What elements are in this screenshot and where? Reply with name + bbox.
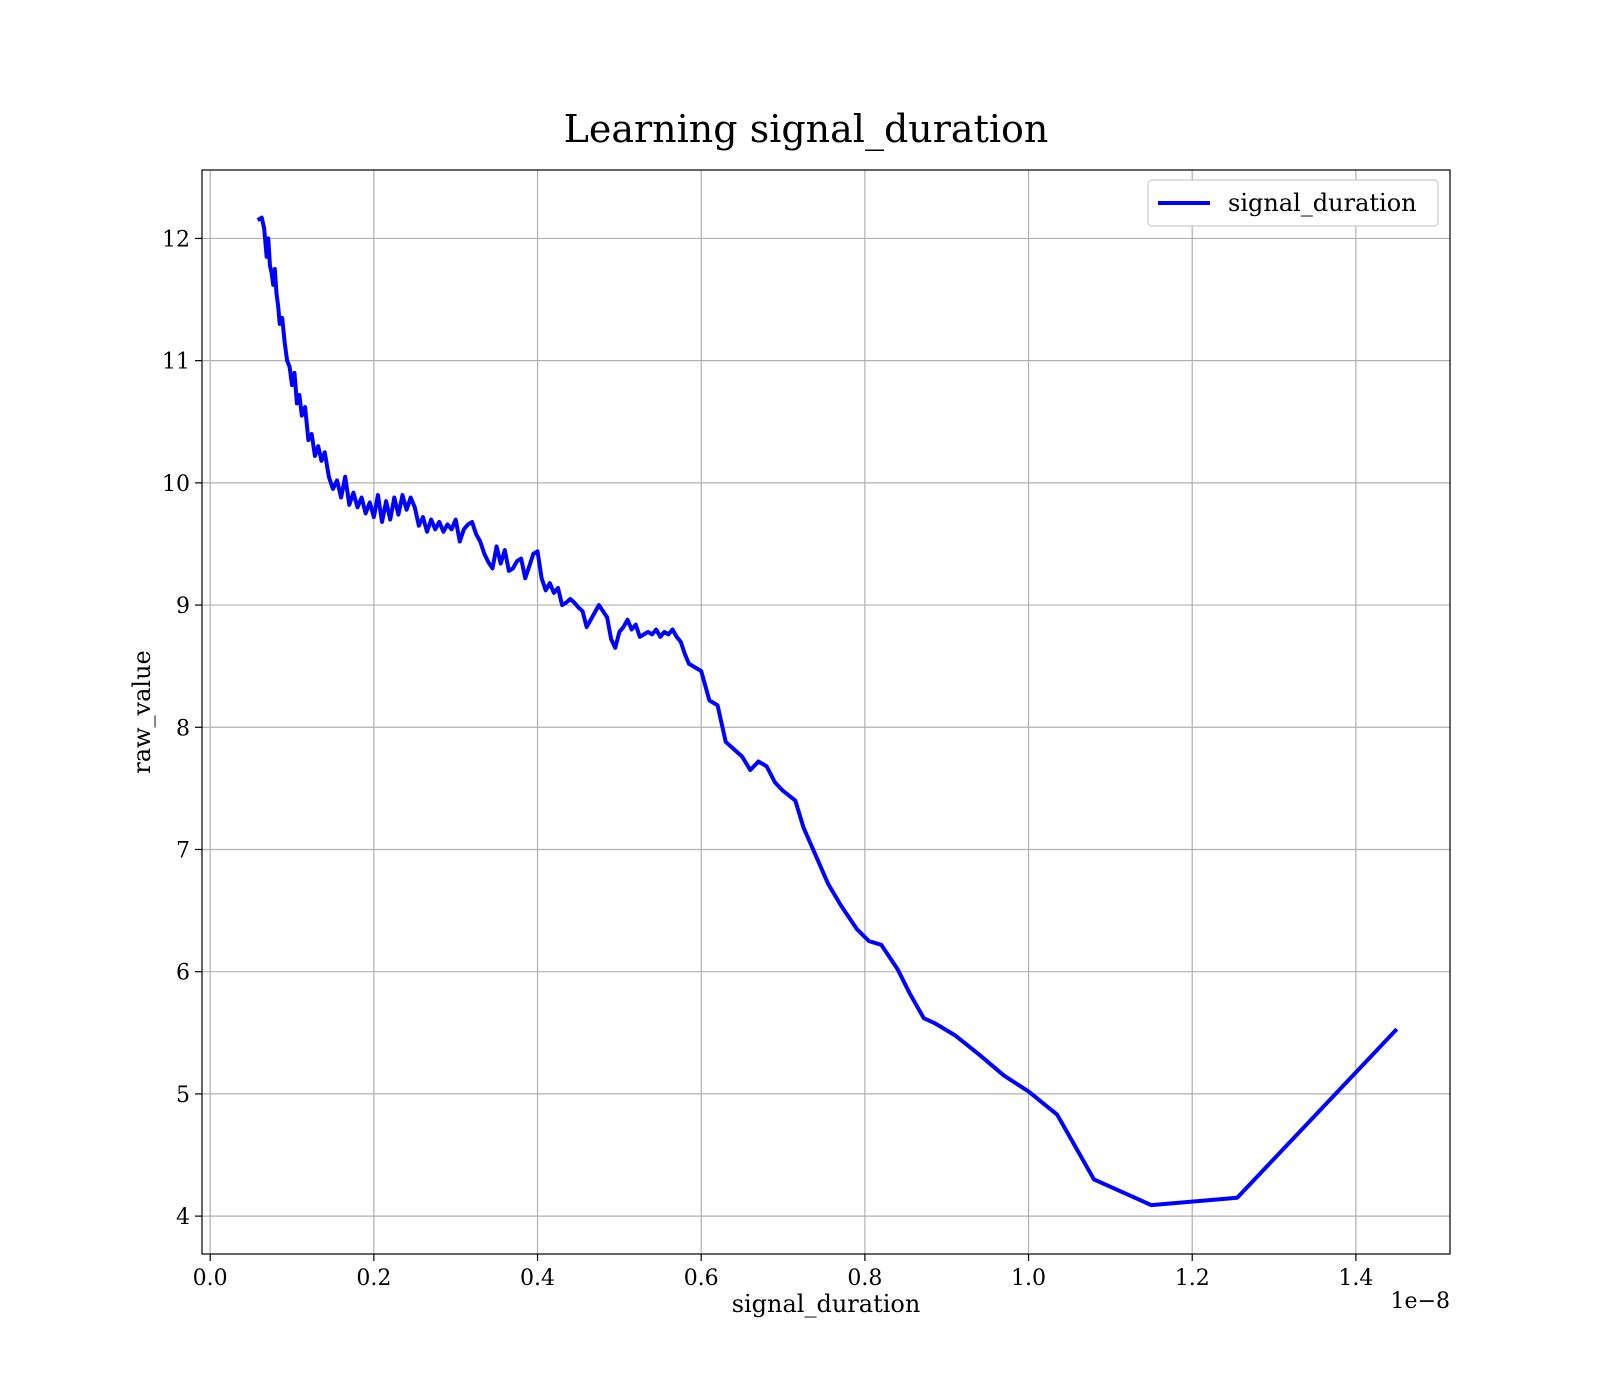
- y-tick-label: 11: [162, 350, 190, 375]
- y-tick-label: 12: [162, 227, 190, 252]
- ticks: 0.0 0.2 0.4 0.6 0.8 1.0 1.2 1.4 4 5 6 7 8 9 10 11 12: [162, 227, 1373, 1291]
- plot-area-frame: [201, 169, 1451, 1255]
- grid: [202, 170, 1450, 1254]
- series-layer: [256, 215, 1399, 1208]
- y-tick-label: 8: [176, 716, 190, 741]
- series-line-signal_duration: [256, 215, 1399, 1208]
- y-tick-label: 5: [176, 1083, 190, 1108]
- x-tick-label: 1.0: [1011, 1266, 1046, 1291]
- y-tick-label: 9: [176, 594, 190, 619]
- x-tick-label: 0.6: [684, 1266, 719, 1291]
- y-tick-label: 4: [176, 1205, 190, 1230]
- legend: signal_duration: [1147, 179, 1439, 227]
- x-axis-offset-text: 1e−8: [1391, 1289, 1450, 1314]
- x-tick-label: 1.2: [1175, 1266, 1210, 1291]
- y-tick-label: 7: [176, 838, 190, 863]
- chart-title: Learning signal_duration: [564, 107, 1049, 152]
- x-tick-label: 0.8: [847, 1266, 882, 1291]
- x-tick-label: 1.4: [1338, 1266, 1373, 1291]
- legend-box: [1147, 179, 1439, 227]
- y-tick-label: 10: [162, 472, 190, 497]
- legend-label: signal_duration: [1228, 189, 1417, 217]
- x-tick-label: 0.2: [356, 1266, 391, 1291]
- y-tick-label: 6: [176, 961, 190, 986]
- y-axis-label: raw_value: [128, 650, 156, 774]
- x-tick-label: 0.4: [520, 1266, 555, 1291]
- x-axis-label: signal_duration: [732, 1290, 921, 1318]
- x-tick-label: 0.0: [193, 1266, 228, 1291]
